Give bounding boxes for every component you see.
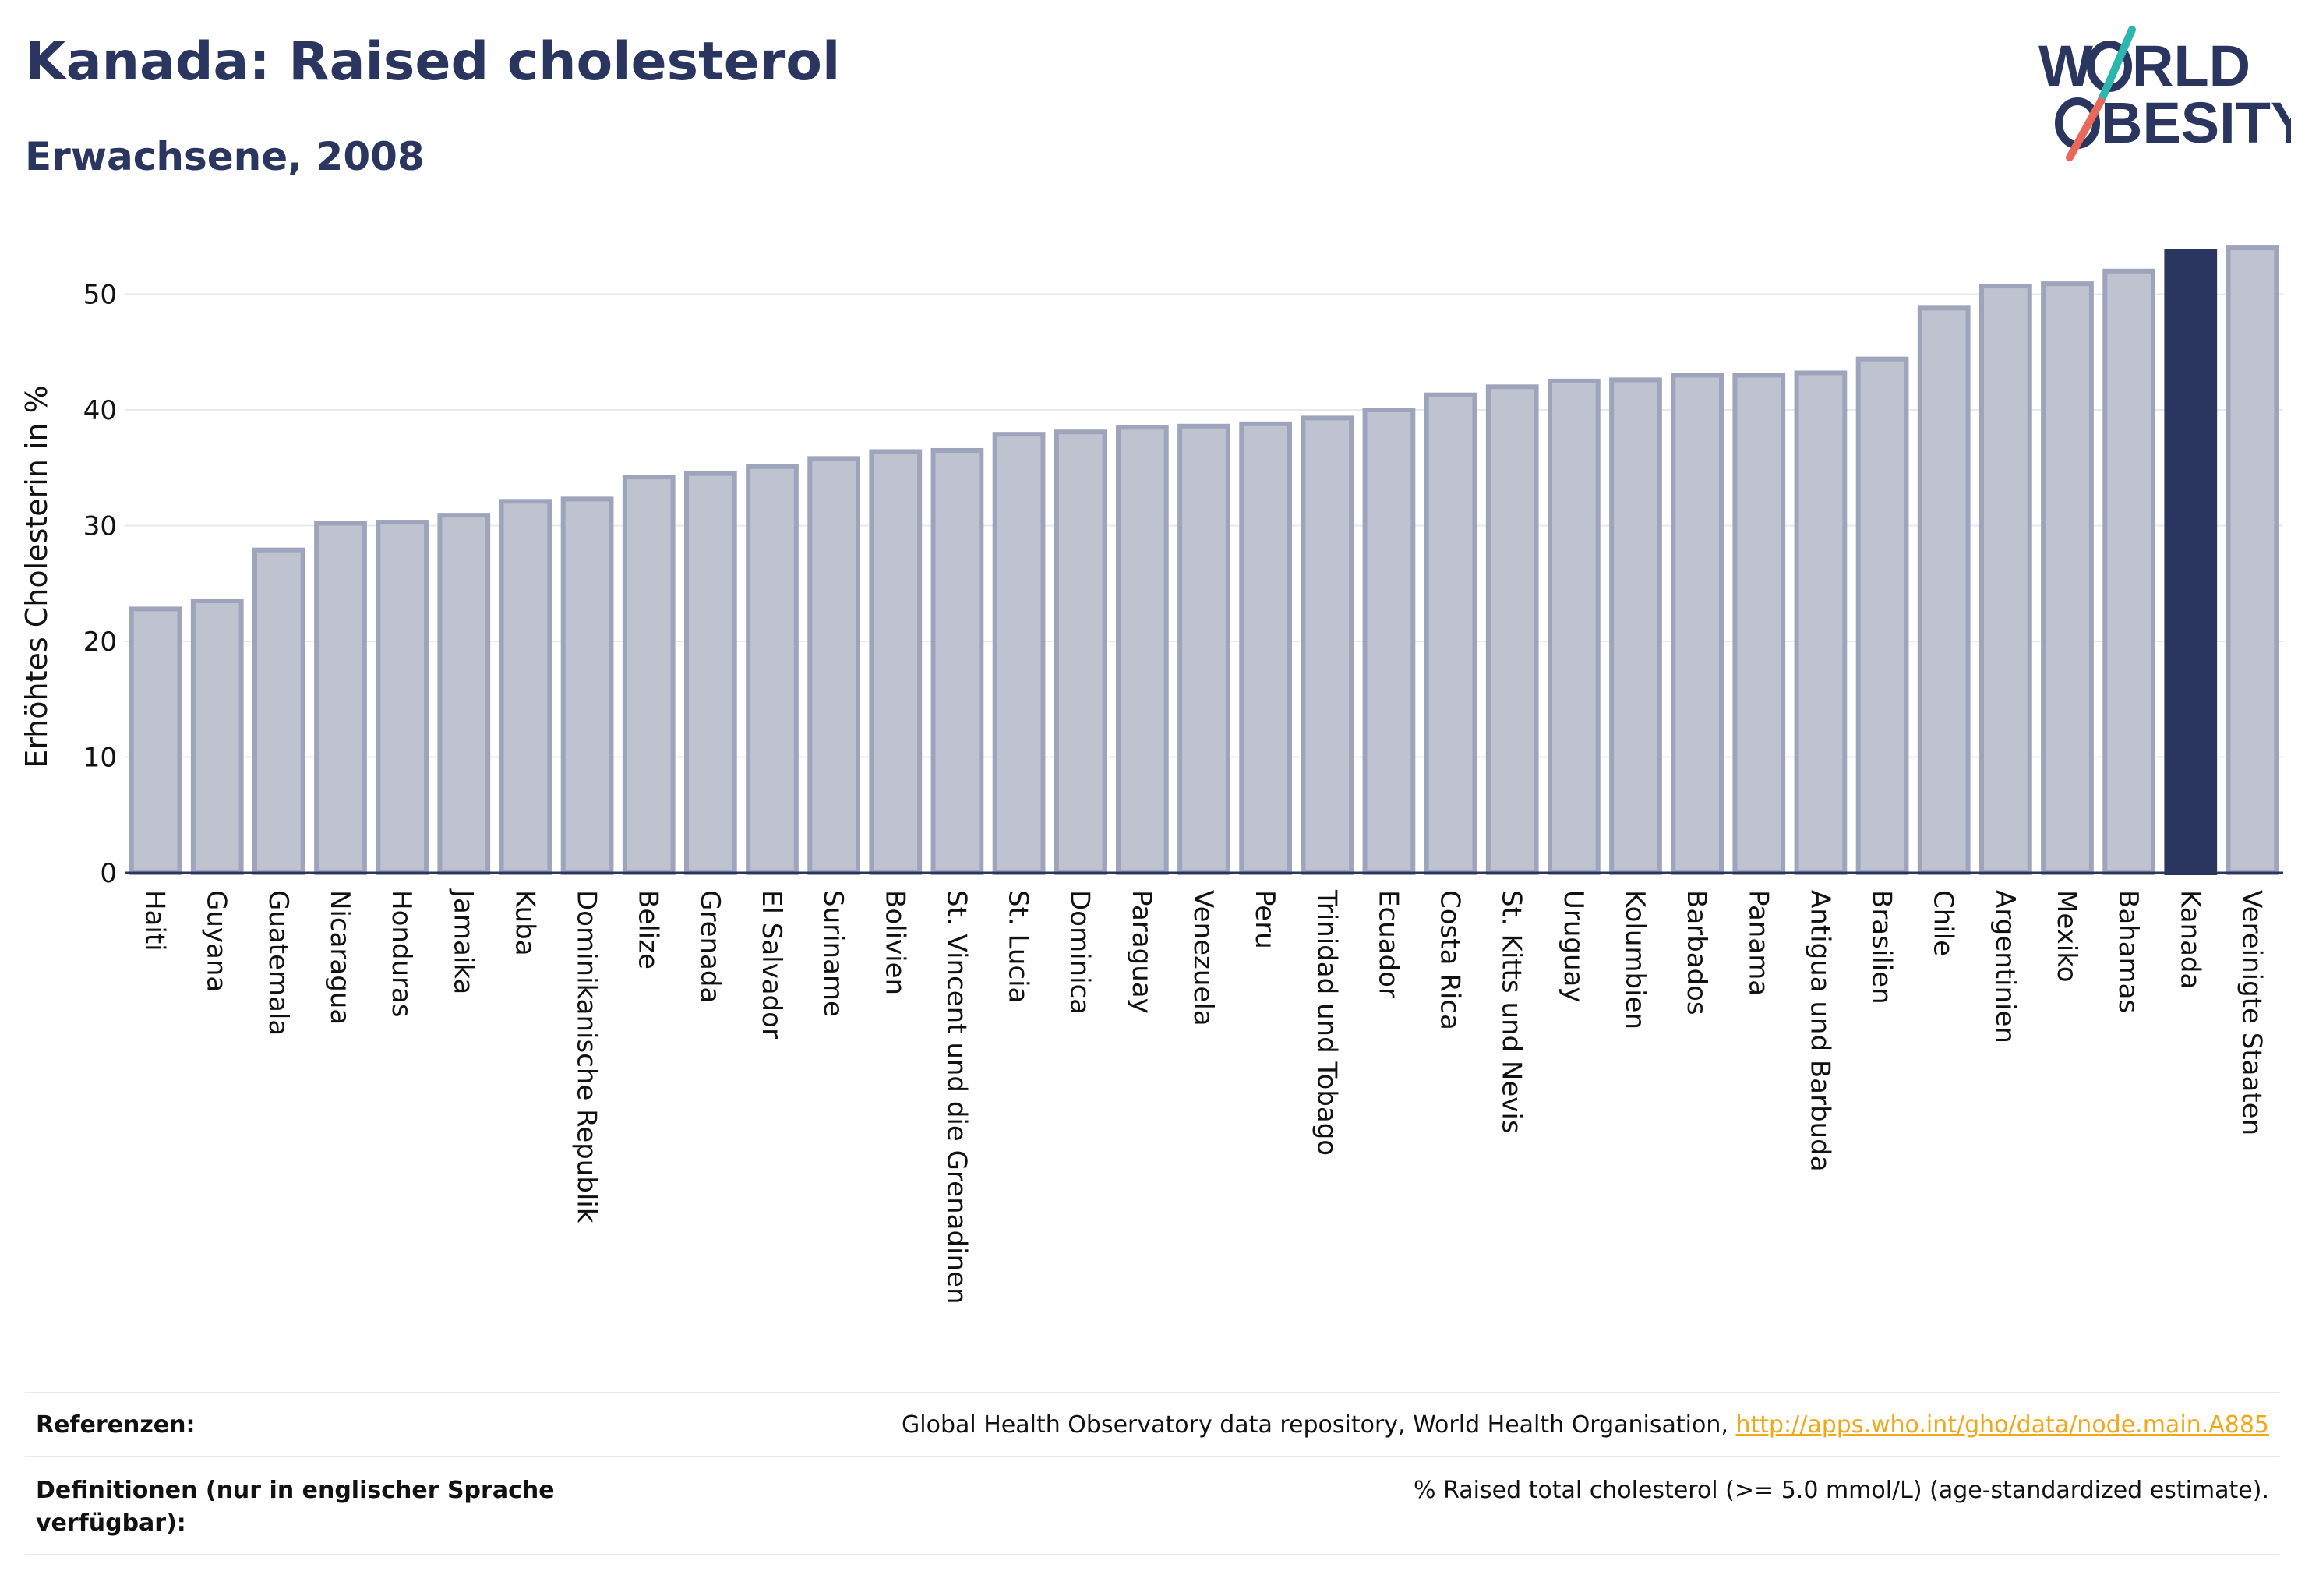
bar-kolumbien	[1609, 377, 1662, 875]
bar-dominikanische-republik	[560, 496, 614, 875]
bar-bahamas	[2102, 268, 2156, 875]
x-tick-label: Kolumbien	[1619, 890, 1650, 1029]
x-tick-label: Paraguay	[1126, 890, 1157, 1014]
x-tick-label: Peru	[1249, 890, 1280, 949]
bar-bolivien	[869, 449, 923, 875]
bar-suriname	[807, 456, 861, 875]
bar-nicaragua	[314, 521, 367, 876]
x-tick-label: Kuba	[509, 890, 540, 956]
x-tick-label: El Salvador	[756, 890, 787, 1039]
x-tick-label: St. Kitts und Nevis	[1496, 890, 1527, 1134]
references-label: Referenzen:	[36, 1411, 196, 1439]
page-subtitle: Erwachsene, 2008	[25, 134, 425, 179]
y-tick-label: 50	[83, 280, 117, 311]
bar-chile	[1917, 305, 1971, 875]
x-tick-label: Suriname	[817, 890, 849, 1017]
bar-argentinien	[1978, 284, 2032, 876]
bar-paraguay	[1115, 425, 1169, 875]
bar-antigua-und-barbuda	[1794, 370, 1848, 876]
x-tick-label: Honduras	[386, 890, 417, 1018]
bar-barbados	[1671, 373, 1724, 875]
y-tick-label: 40	[83, 395, 117, 426]
bar-el-salvador	[746, 464, 799, 875]
bar-grenada	[683, 471, 737, 875]
bar-venezuela	[1177, 423, 1230, 875]
x-tick-label: Guyana	[201, 890, 232, 992]
x-tick-label: Bahamas	[2113, 890, 2144, 1013]
bar-chart: 0 10 20 30 40 50 Haiti Guyana Guatemala Nicaragu…	[19, 245, 2283, 1305]
y-tick-label: 20	[83, 627, 117, 658]
definitions-value: % Raised total cholesterol (>= 5.0 mmol/…	[1414, 1477, 2269, 1504]
x-tick-label: Costa Rica	[1435, 890, 1466, 1030]
definitions-label: Definitionen (nur in englischer Sprache …	[36, 1477, 555, 1537]
x-tick-label: St. Vincent und die Grenadinen	[941, 890, 972, 1305]
references-row: Referenzen: Global Health Observatory da…	[25, 1392, 2280, 1457]
x-tick-label: Argentinien	[1989, 890, 2021, 1043]
x-tick-label: Bolivien	[879, 890, 910, 995]
bar-guyana	[190, 598, 244, 876]
x-tick-label: Antigua und Barbuda	[1804, 890, 1835, 1172]
bar-st-vincent-und-die-grenadinen	[930, 447, 984, 875]
bar-honduras	[376, 520, 429, 875]
y-tick-label: 30	[83, 511, 117, 542]
bar-dominica	[1054, 429, 1107, 875]
bar-trinidad-und-tobago	[1301, 415, 1354, 875]
x-axis-labels: Haiti Guyana Guatemala Nicaragua Honduras Jam…	[139, 888, 2268, 1305]
bar-panama	[1732, 373, 1786, 875]
bar-peru	[1239, 421, 1293, 875]
y-tick-label: 0	[100, 858, 117, 889]
y-axis-ticks: 0 10 20 30 40 50	[83, 280, 117, 890]
bar-brasilien	[1855, 356, 1909, 876]
x-tick-label: St. Lucia	[1003, 890, 1034, 1003]
bars	[129, 245, 2279, 876]
logo-slash-teal	[2097, 26, 2136, 105]
definitions-row: Definitionen (nur in englischer Sprache …	[25, 1456, 2280, 1555]
x-tick-label: Belize	[633, 890, 664, 969]
x-tick-label: Grenada	[694, 890, 725, 1003]
bar-jamaika	[437, 513, 491, 875]
x-tick-label: Ecuador	[1372, 890, 1403, 998]
x-tick-label: Kanada	[2174, 890, 2205, 989]
bar-costa-rica	[1424, 392, 1477, 875]
x-tick-label: Barbados	[1681, 890, 1712, 1015]
x-tick-label: Venezuela	[1188, 890, 1219, 1026]
x-tick-label: Uruguay	[1558, 890, 1589, 1003]
y-tick-label: 10	[83, 743, 117, 774]
x-tick-label: Mexiko	[2051, 890, 2082, 983]
logo-besity: BESITY	[2101, 90, 2291, 155]
x-tick-label: Guatemala	[263, 890, 294, 1036]
bar-mexiko	[2041, 281, 2094, 875]
x-tick-label: Trinidad und Tobago	[1311, 889, 1342, 1156]
references-value: Global Health Observatory data repositor…	[902, 1409, 2269, 1442]
x-tick-label: Jamaika	[447, 888, 478, 994]
y-axis-label: Erhöhtes Cholesterin in %	[19, 385, 54, 768]
logo-slash-coral	[2066, 97, 2105, 161]
logo-rld: RLD	[2132, 34, 2250, 98]
x-tick-label: Panama	[1742, 890, 1774, 996]
x-tick-label: Nicaragua	[324, 890, 355, 1025]
x-tick-label: Chile	[1928, 890, 1959, 956]
bar-st-lucia	[992, 432, 1046, 875]
logo-w: W	[2038, 34, 2093, 98]
bar-kuba	[499, 499, 552, 875]
bar-belize	[622, 475, 676, 875]
bar-st-kitts-und-nevis	[1485, 384, 1539, 875]
bar-uruguay	[1547, 378, 1601, 875]
x-tick-label: Brasilien	[1866, 890, 1897, 1005]
x-tick-label: Haiti	[139, 890, 171, 952]
x-tick-label: Dominica	[1064, 890, 1096, 1015]
x-tick-label: Vereinigte Staaten	[2236, 890, 2267, 1135]
references-text: Global Health Observatory data repositor…	[902, 1411, 1736, 1439]
bar-guatemala	[252, 547, 305, 875]
page-title: Kanada: Raised cholesterol	[25, 31, 841, 93]
bar-vereinigte-staaten	[2226, 245, 2279, 876]
references-link[interactable]: http://apps.who.int/gho/data/node.main.A…	[1735, 1411, 2269, 1439]
bar-haiti	[129, 606, 182, 875]
bar-kanada	[2164, 249, 2218, 875]
x-tick-label: Dominikanische Republik	[571, 890, 602, 1223]
bar-ecuador	[1362, 408, 1416, 875]
world-obesity-logo: W RLD BESITY	[2038, 26, 2291, 161]
